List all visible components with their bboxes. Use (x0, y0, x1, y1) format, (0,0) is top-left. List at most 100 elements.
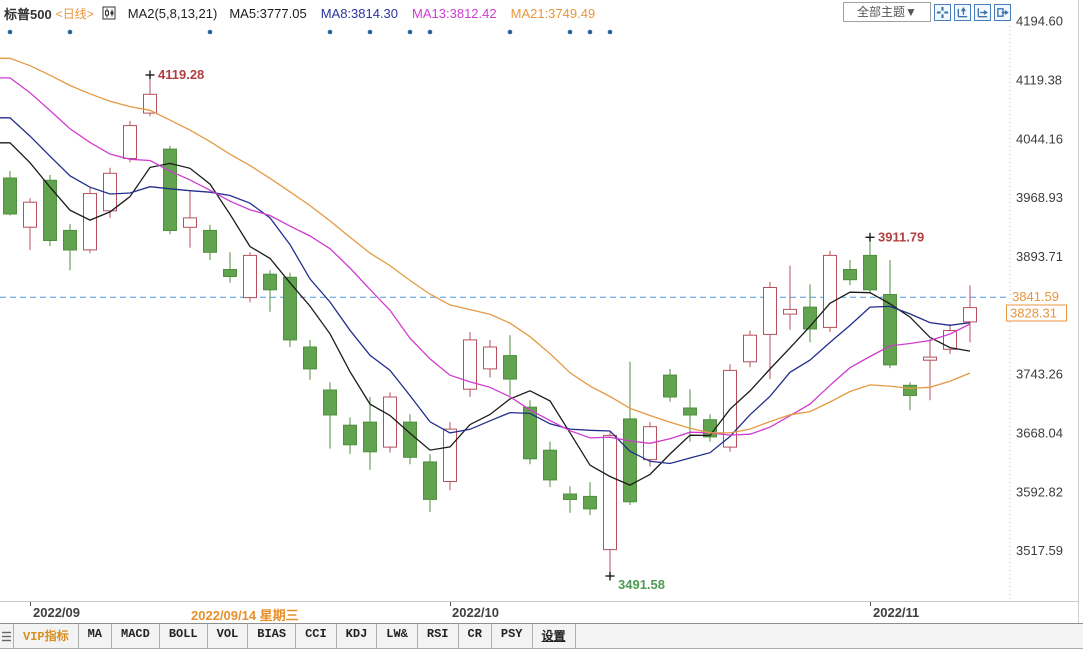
candle (863, 242, 877, 293)
panel-toggle-button[interactable] (0, 624, 14, 648)
crosshair-tool-button[interactable] (934, 3, 951, 21)
dashed-line-price-label: 3841.59 (1012, 289, 1059, 304)
candle (303, 339, 317, 380)
ma13-line (0, 77, 971, 444)
fit-left-axis-button[interactable] (954, 3, 971, 21)
indicator-tab-CR[interactable]: CR (459, 624, 492, 648)
hamburger-icon (2, 631, 11, 641)
candlestick-mini-icon (102, 6, 116, 20)
candle (43, 174, 57, 247)
indicator-toolbar: VIP指标 MA MACD BOLL VOL BIAS CCI KDJ LW& RSI CR PSY 设… (0, 623, 1083, 649)
window-right-edge (1078, 0, 1079, 623)
candle (503, 335, 517, 396)
candle (703, 414, 717, 442)
candle (883, 260, 897, 369)
y-axis-label: 3592.82 (1016, 484, 1063, 499)
crosshair-icon (936, 6, 949, 18)
ma21-line (0, 57, 971, 434)
y-axis-label: 4044.16 (1016, 131, 1063, 146)
candle (323, 382, 337, 449)
y-axis-label: 3968.93 (1016, 190, 1063, 205)
axis-up-arrow-icon (957, 6, 968, 17)
candle (603, 432, 617, 571)
pop-out-arrow-icon (997, 7, 1009, 17)
indicator-tab-BOLL[interactable]: BOLL (160, 624, 208, 648)
candle (263, 270, 277, 312)
candle (543, 441, 557, 487)
indicator-name: MA2(5,8,13,21) (127, 5, 218, 21)
axis-right-arrow-icon (977, 7, 988, 17)
y-axis-label: 4194.60 (1016, 14, 1063, 29)
candle (183, 190, 197, 248)
candle (763, 282, 777, 379)
candle (743, 330, 757, 368)
event-dot (607, 29, 613, 35)
chart-controls: 全部主题▼ (843, 2, 1011, 22)
candlestick-chart[interactable]: 4119.28 3911.79 3491.58 4194.60 4119.38 4044.… (0, 0, 1083, 600)
x-axis-label: 2022/11 (873, 605, 920, 620)
candle (163, 145, 177, 235)
y-axis-label: 3517.59 (1016, 543, 1063, 558)
candle (483, 339, 497, 378)
x-axis-label: 2022/09 (33, 605, 80, 620)
ma-value-label: MA21:3749.49 (510, 5, 596, 21)
last-price-tag-box (1006, 304, 1067, 322)
candle (243, 252, 257, 303)
candle (403, 414, 417, 465)
candle (823, 250, 837, 333)
x-axis-tick (870, 602, 871, 606)
candle (3, 171, 17, 216)
last-price-tag: 3828.31 (1010, 306, 1057, 321)
indicator-tab-MA[interactable]: MA (79, 624, 113, 648)
indicator-tab-PSY[interactable]: PSY (492, 624, 533, 648)
theme-dropdown[interactable]: 全部主题▼ (843, 2, 931, 22)
candle (583, 482, 597, 516)
y-axis-label: 3743.26 (1016, 367, 1063, 382)
candle (723, 364, 737, 452)
event-dot (407, 29, 413, 35)
indicator-tab-VOL[interactable]: VOL (208, 624, 249, 648)
indicator-tab-设置[interactable]: 设置 (533, 624, 576, 648)
x-axis-tick (30, 602, 31, 606)
price-annotation: 3491.58 (618, 577, 665, 592)
event-dot (587, 29, 593, 35)
ma5-line (0, 142, 971, 486)
event-dot (427, 29, 433, 35)
pop-out-button[interactable] (994, 3, 1011, 21)
ma8-line (0, 117, 971, 465)
indicator-tab-MACD[interactable]: MACD (112, 624, 160, 648)
candle (843, 260, 857, 286)
event-dot (327, 29, 333, 35)
candle (123, 120, 137, 163)
candle (63, 224, 77, 271)
candle (643, 422, 657, 467)
candle (523, 400, 537, 465)
candle (343, 417, 357, 455)
x-axis-tick (450, 602, 451, 606)
indicator-tab-CCI[interactable]: CCI (296, 624, 337, 648)
y-axis-label: 3893.71 (1016, 249, 1063, 264)
candle (363, 397, 377, 470)
candle (923, 339, 937, 401)
candle (143, 80, 157, 117)
event-dot (207, 29, 213, 35)
indicator-tab-VIP指标[interactable]: VIP指标 (14, 624, 79, 648)
ma-value-label: MA5:3777.05 (229, 5, 307, 21)
event-dot (67, 29, 73, 35)
y-axis-label: 3668.04 (1016, 426, 1063, 441)
indicator-tab-RSI[interactable]: RSI (418, 624, 459, 648)
symbol-name: 标普500 (4, 6, 52, 22)
x-axis-label: 2022/10 (452, 605, 499, 620)
candle (663, 368, 677, 402)
chart-header: 标普500 <日线> MA2(5,8,13,21) MA5:3777.05 MA8… (4, 3, 595, 23)
candle (383, 392, 397, 453)
ma-legend: MA5:3777.05 MA8:3814.30 MA13:3812.42 MA21:3… (229, 6, 595, 21)
indicator-tab-LW&[interactable]: LW& (377, 624, 418, 648)
candle (903, 382, 917, 411)
fit-right-axis-button[interactable] (974, 3, 991, 21)
indicator-tab-BIAS[interactable]: BIAS (248, 624, 297, 648)
indicator-tab-KDJ[interactable]: KDJ (337, 624, 378, 648)
candle (203, 224, 217, 261)
candle (803, 284, 817, 343)
